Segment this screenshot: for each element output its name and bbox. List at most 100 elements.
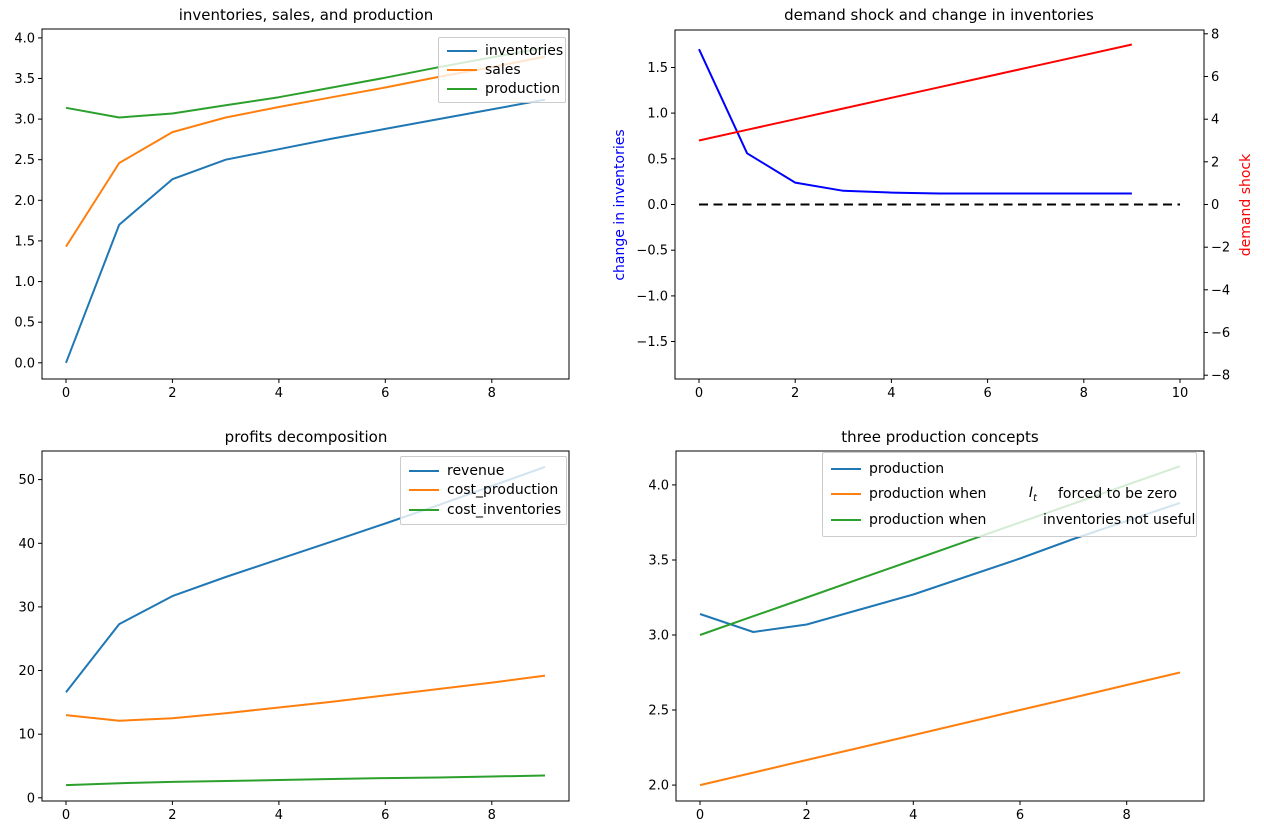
legend-label: cost_inventories — [447, 502, 562, 519]
x-tick-label: 0 — [695, 386, 703, 401]
legend-item: inventories — [439, 43, 565, 59]
legend-item: production — [823, 461, 1196, 477]
y-tick-label: 0.5 — [14, 316, 35, 331]
x-tick-label: 2 — [168, 386, 176, 401]
series-inventories — [65, 98, 546, 364]
legend-label: production — [485, 80, 561, 97]
legend-subplot4: production production when It forced to … — [822, 452, 1197, 537]
y-tick-label: 3.5 — [14, 72, 35, 87]
legend-swatch-sales — [447, 68, 477, 71]
legend-subplot1: inventories sales production — [438, 37, 566, 103]
legend-swatch-production-zero-inventories — [831, 493, 861, 496]
legend-swatch-cost-inventories — [409, 509, 439, 512]
x-tick-label: 6 — [381, 808, 389, 823]
y-tick-right-label: 0 — [1211, 198, 1219, 213]
y-tick-right-label: 6 — [1211, 70, 1219, 85]
series-production-when-i-t-forced-to-be-zero — [699, 671, 1181, 787]
subplot4-title: three production concepts — [841, 428, 1039, 446]
y-tick-label: 0.0 — [647, 198, 668, 213]
legend-item: production when It forced to be zero — [823, 485, 1196, 504]
x-tick-label: 2 — [168, 808, 176, 823]
x-tick-label: 0 — [62, 386, 70, 401]
legend-item: revenue — [401, 463, 566, 479]
legend-label: inventories not useful — [1043, 511, 1196, 528]
legend-label: cost_production — [447, 482, 559, 499]
legend-label: production when — [869, 486, 991, 503]
y-tick-label: 40 — [18, 537, 35, 552]
legend-subplot3: revenue cost_production cost_inventories — [400, 456, 567, 525]
y-tick-label: 2.0 — [14, 194, 35, 209]
y-tick-label: 0 — [27, 791, 35, 806]
subplot2-title: demand shock and change in inventories — [784, 6, 1094, 24]
y-tick-label: 30 — [18, 600, 35, 615]
legend-item: production — [439, 81, 565, 97]
axes-frame — [41, 450, 570, 802]
x-tick-label: 8 — [1123, 808, 1131, 823]
x-tick-label: 4 — [909, 808, 917, 823]
y-tick-label: 4.0 — [648, 478, 669, 493]
subplot-1: 0 2 4 6 8 0.0 0.5 1.0 1.5 2.0 2.5 3.0 3.5 4.0 — [14, 28, 570, 401]
x-tick-label: 8 — [488, 808, 496, 823]
y-tick-label: 0.5 — [647, 152, 668, 167]
math-symbol-It: It — [1028, 485, 1037, 504]
axes-frame — [675, 450, 1205, 802]
x-tick-label: 4 — [275, 808, 283, 823]
x-tick-label: 2 — [791, 386, 799, 401]
y-tick-label: 1.0 — [14, 275, 35, 290]
legend-swatch-cost-production — [409, 489, 439, 492]
y-tick-label: 10 — [18, 728, 35, 743]
x-tick-label: 4 — [887, 386, 895, 401]
legend-item: sales — [439, 62, 565, 78]
y-tick-label: 2.5 — [14, 153, 35, 168]
x-tick-label: 0 — [696, 808, 704, 823]
y-tick-right-label: 8 — [1211, 27, 1219, 42]
y-tick-label: 3.5 — [648, 554, 669, 569]
y-tick-label: −1.5 — [636, 335, 668, 350]
legend-item: production when inventories not useful — [823, 512, 1196, 528]
x-tick-label: 0 — [62, 808, 70, 823]
y-tick-label: 1.0 — [647, 107, 668, 122]
x-tick-label: 8 — [488, 386, 496, 401]
legend-label: sales — [485, 61, 521, 78]
legend-label: inventories — [485, 43, 564, 60]
y-tick-label: 3.0 — [14, 113, 35, 128]
y-tick-right-label: −4 — [1211, 283, 1230, 298]
x-tick-label: 2 — [803, 808, 811, 823]
y-tick-right-label: 2 — [1211, 155, 1219, 170]
legend-label: revenue — [447, 462, 505, 479]
y-tick-label: 3.0 — [648, 629, 669, 644]
series-cost-production — [65, 674, 546, 722]
y-tick-label: 0.0 — [14, 356, 35, 371]
subplot3-title: profits decomposition — [224, 428, 388, 446]
legend-swatch-inventories — [447, 50, 477, 53]
series-change-in-inventories — [698, 48, 1132, 195]
y-tick-label: 1.5 — [14, 234, 35, 249]
legend-swatch-production — [447, 87, 477, 90]
y-tick-label: 4.0 — [14, 31, 35, 46]
y-tick-label: 2.0 — [648, 779, 669, 794]
legend-label: forced to be zero — [1058, 486, 1178, 503]
y-tick-label: 50 — [18, 473, 35, 488]
y-axis-label-change-in-inventories: change in inventories — [612, 129, 628, 281]
x-tick-label: 8 — [1080, 386, 1088, 401]
legend-swatch-production — [831, 468, 861, 471]
legend-label: production — [869, 461, 945, 478]
legend-item: cost_production — [401, 482, 566, 498]
legend-label: production when — [869, 511, 987, 528]
x-tick-label: 4 — [275, 386, 283, 401]
y-tick-label: 1.5 — [647, 61, 668, 76]
x-tick-label: 6 — [983, 386, 991, 401]
legend-item: cost_inventories — [401, 502, 566, 518]
x-tick-label: 10 — [1172, 386, 1189, 401]
subplot1-title: inventories, sales, and production — [178, 6, 434, 24]
y-tick-label: 20 — [18, 664, 35, 679]
y-axis-label-demand-shock: demand shock — [1238, 153, 1254, 257]
y-tick-right-label: 4 — [1211, 113, 1219, 128]
legend-swatch-revenue — [409, 469, 439, 472]
y-tick-right-label: −2 — [1211, 241, 1230, 256]
x-tick-label: 6 — [1016, 808, 1024, 823]
axes-frame — [41, 28, 570, 380]
series-demand-shock — [698, 43, 1133, 142]
